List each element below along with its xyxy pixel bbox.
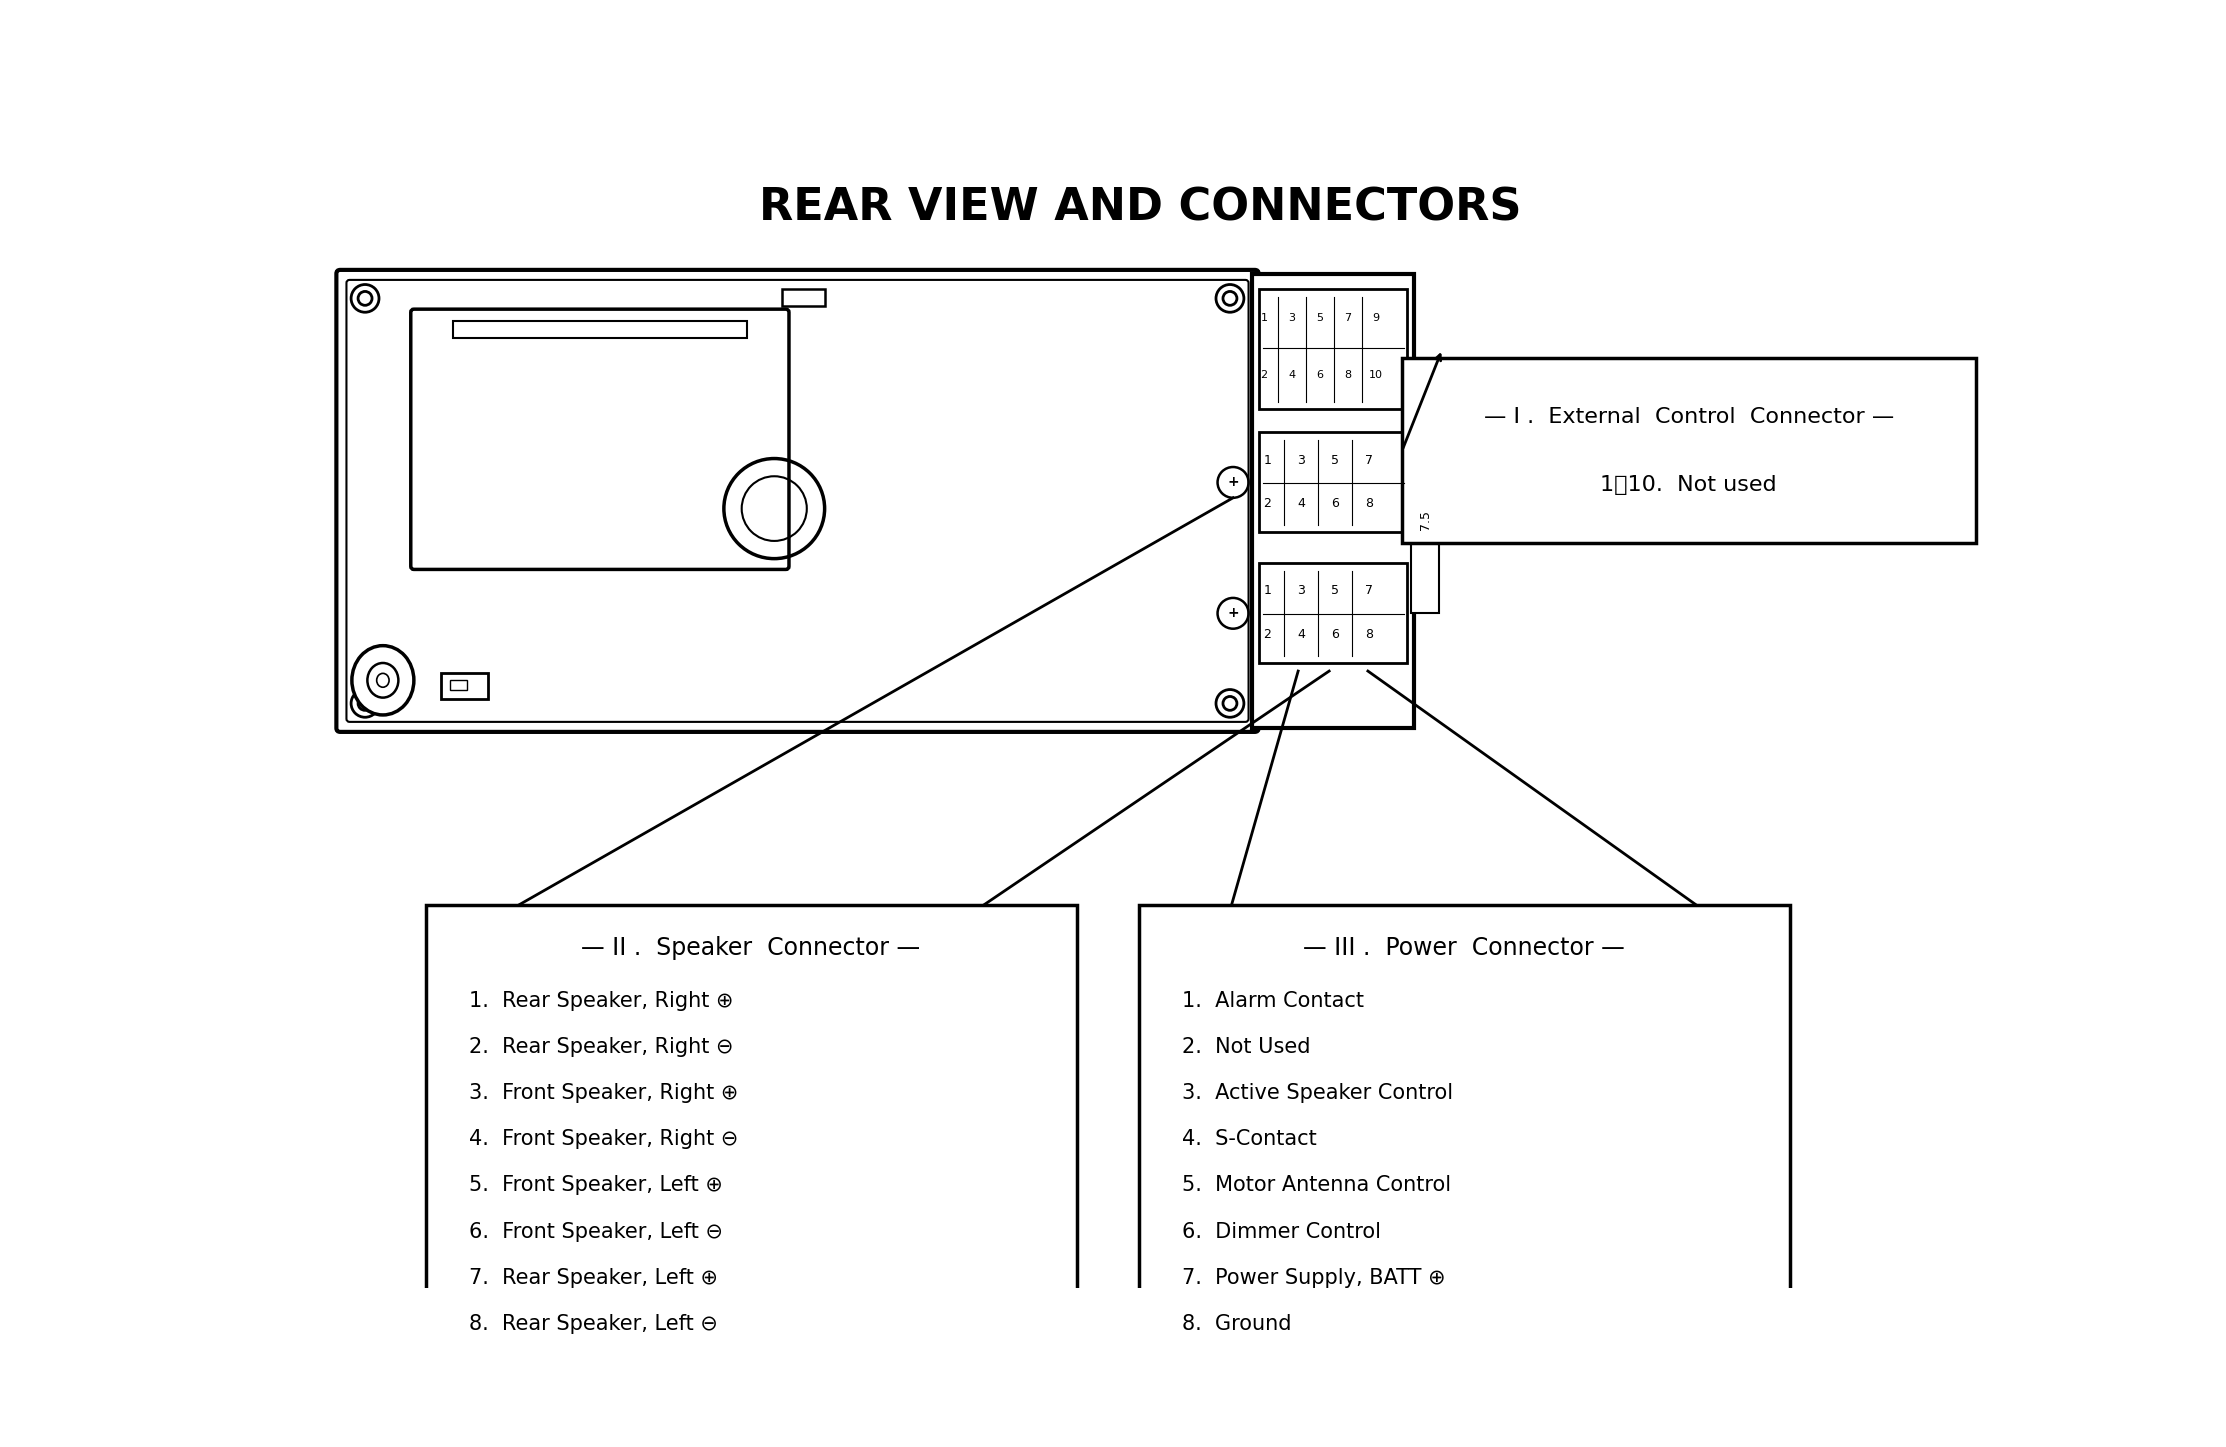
Text: 3: 3 (1298, 585, 1304, 598)
Bar (1260, 289, 1407, 410)
Text: 6.  Front Speaker, Left ⊖: 6. Front Speaker, Left ⊖ (470, 1221, 723, 1242)
Text: 2: 2 (1260, 370, 1267, 381)
Text: 7.  Rear Speaker, Left ⊕: 7. Rear Speaker, Left ⊕ (470, 1268, 719, 1288)
Text: 5: 5 (1316, 314, 1322, 323)
Text: 6: 6 (1331, 628, 1340, 641)
Text: 2: 2 (1262, 496, 1271, 509)
Text: 1: 1 (1262, 585, 1271, 598)
Text: 8.  Rear Speaker, Left ⊖: 8. Rear Speaker, Left ⊖ (470, 1314, 717, 1334)
Text: 7.5: 7.5 (1418, 511, 1431, 530)
Ellipse shape (352, 645, 414, 715)
Text: 1: 1 (1260, 314, 1267, 323)
Text: 8: 8 (1345, 370, 1351, 381)
Text: — I .  External  Control  Connector —: — I . External Control Connector — (1483, 407, 1894, 427)
Text: 2.  Rear Speaker, Right ⊖: 2. Rear Speaker, Right ⊖ (470, 1037, 732, 1056)
Text: 8: 8 (1365, 496, 1373, 509)
Text: 5.  Motor Antenna Control: 5. Motor Antenna Control (1182, 1175, 1451, 1195)
Text: 1.  Alarm Contact: 1. Alarm Contact (1182, 991, 1365, 1010)
Text: — III .  Power  Connector —: — III . Power Connector — (1302, 936, 1625, 961)
Bar (1260, 433, 1407, 532)
FancyBboxPatch shape (347, 279, 1249, 722)
Bar (1411, 428, 1440, 612)
Bar (450, 680, 467, 690)
Text: 5.  Front Speaker, Left ⊕: 5. Front Speaker, Left ⊕ (470, 1175, 723, 1195)
Text: 4: 4 (1298, 496, 1304, 509)
Text: 2.  Not Used: 2. Not Used (1182, 1037, 1311, 1056)
Text: 4.  S-Contact: 4. S-Contact (1182, 1129, 1316, 1149)
Bar (1137, 906, 1790, 1398)
Bar (1402, 359, 1974, 543)
Bar (781, 289, 824, 307)
Text: 9: 9 (1371, 314, 1380, 323)
Text: 6.  Dimmer Control: 6. Dimmer Control (1182, 1221, 1380, 1242)
Text: +: + (1227, 606, 1240, 621)
Text: REAR VIEW AND CONNECTORS: REAR VIEW AND CONNECTORS (759, 187, 1520, 229)
Text: 8.  Ground: 8. Ground (1182, 1314, 1291, 1334)
Text: — II .  Speaker  Connector —: — II . Speaker Connector — (581, 936, 922, 961)
Text: 5: 5 (1331, 585, 1340, 598)
Bar (441, 673, 487, 699)
Text: 8: 8 (1365, 628, 1373, 641)
Text: 1～10.  Not used: 1～10. Not used (1600, 475, 1776, 495)
Text: 10: 10 (1369, 370, 1382, 381)
Text: 1.  Rear Speaker, Right ⊕: 1. Rear Speaker, Right ⊕ (470, 991, 732, 1010)
Text: 3: 3 (1298, 453, 1304, 466)
Text: 3.  Front Speaker, Right ⊕: 3. Front Speaker, Right ⊕ (470, 1082, 739, 1103)
Bar (452, 321, 748, 339)
Bar (1251, 273, 1414, 728)
Bar (1260, 563, 1407, 663)
Text: 1: 1 (1262, 453, 1271, 466)
Ellipse shape (367, 663, 398, 697)
Text: 3.  Active Speaker Control: 3. Active Speaker Control (1182, 1082, 1454, 1103)
Text: 4.  Front Speaker, Right ⊖: 4. Front Speaker, Right ⊖ (470, 1129, 739, 1149)
Text: 2: 2 (1262, 628, 1271, 641)
Text: 4: 4 (1298, 628, 1304, 641)
Text: 4: 4 (1289, 370, 1296, 381)
Text: 7: 7 (1365, 585, 1373, 598)
Text: +: + (1227, 476, 1240, 489)
Text: 3: 3 (1289, 314, 1296, 323)
FancyBboxPatch shape (336, 271, 1258, 732)
Text: 6: 6 (1331, 496, 1340, 509)
Text: 7: 7 (1365, 453, 1373, 466)
Text: 5: 5 (1331, 453, 1340, 466)
FancyBboxPatch shape (412, 310, 788, 570)
Text: 7.  Power Supply, BATT ⊕: 7. Power Supply, BATT ⊕ (1182, 1268, 1445, 1288)
Text: 6: 6 (1316, 370, 1322, 381)
Ellipse shape (376, 673, 390, 687)
Text: 7: 7 (1345, 314, 1351, 323)
Bar (425, 906, 1077, 1398)
